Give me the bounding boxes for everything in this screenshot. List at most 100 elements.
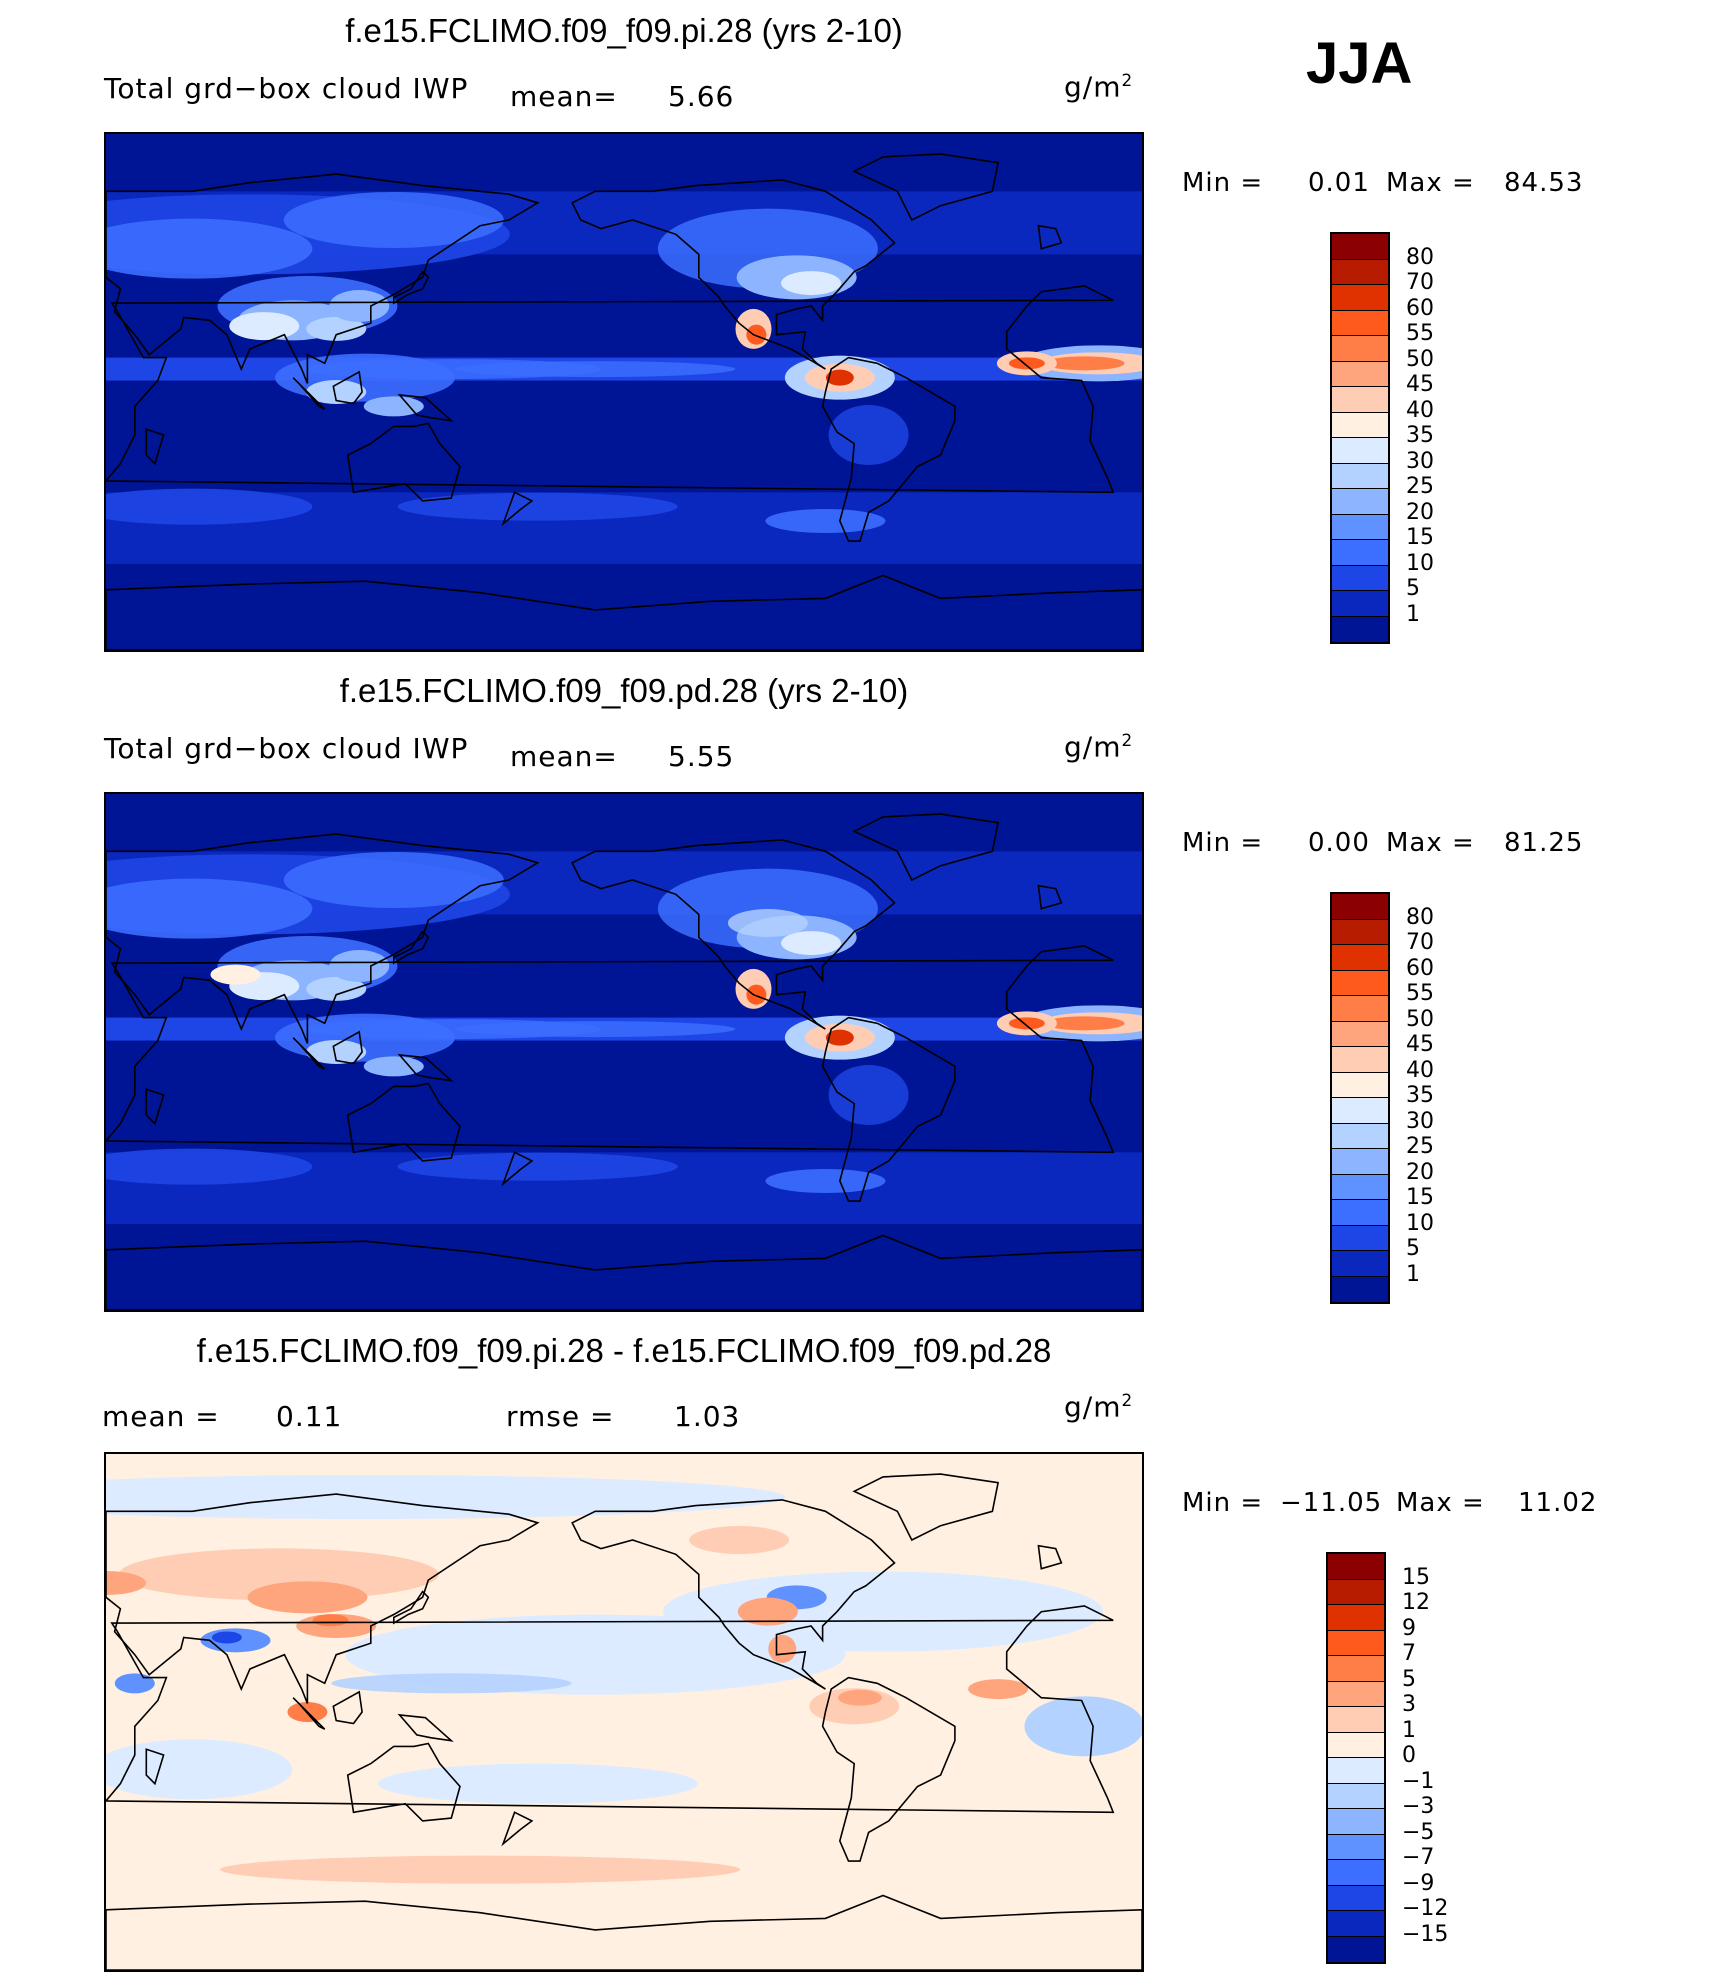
coastline — [501, 491, 534, 527]
colorbar-segment — [1332, 1200, 1388, 1226]
panel1-title: f.e15.FCLIMO.f09_f09.pi.28 (yrs 2-10) — [345, 12, 903, 49]
colorbar-segment — [1332, 234, 1388, 260]
colorbar-segment — [1332, 1021, 1388, 1047]
panel3-mean-value: 0.11 — [276, 1400, 343, 1433]
coastline — [571, 179, 896, 370]
panel2-variable: Total grd−box cloud IWP — [104, 732, 469, 765]
colorbar-tick-label: −3 — [1402, 1794, 1435, 1819]
field-contour — [397, 492, 678, 521]
colorbar-tick-label: 55 — [1406, 981, 1434, 1006]
coastline — [292, 1697, 326, 1730]
colorbar-segment — [1332, 285, 1388, 311]
panel1-map — [104, 132, 1144, 652]
field-contour — [363, 396, 424, 417]
field-contour — [377, 1763, 698, 1804]
field-contour — [106, 1571, 146, 1595]
colorbar-tick-label: 45 — [1406, 1032, 1434, 1057]
colorbar-segment — [1328, 1707, 1384, 1733]
colorbar-segment — [1332, 1047, 1388, 1073]
colorbar-segment — [1332, 259, 1388, 285]
panel2-max-value: 81.25 — [1504, 828, 1584, 858]
colorbar-segment — [1328, 1860, 1384, 1886]
panel2-units: g/m2 — [1064, 730, 1134, 764]
colorbar-tick-label: 1 — [1406, 601, 1420, 627]
field-band — [106, 1229, 1142, 1253]
field-contour — [106, 878, 313, 939]
field-band — [106, 569, 1142, 593]
field-contour — [825, 369, 854, 386]
panel1-max-value: 84.53 — [1504, 168, 1584, 198]
coastline — [332, 370, 363, 405]
colorbar-segment — [1332, 361, 1388, 387]
field-contour — [765, 509, 886, 533]
colorbar-tick-label: 40 — [1406, 397, 1434, 423]
colorbar-tick-label: 35 — [1406, 1083, 1434, 1108]
colorbar-tick-label: 50 — [1406, 1006, 1434, 1032]
field-contour — [329, 950, 390, 982]
colorbar-segment — [1332, 336, 1388, 362]
colorbar-tick-label: 15 — [1402, 1564, 1430, 1590]
colorbar-segment — [1328, 1732, 1384, 1758]
coastline — [106, 1894, 1142, 1970]
panel2-min-value: 0.00 — [1308, 828, 1370, 858]
colorbar-segment — [1332, 945, 1388, 971]
coastline — [106, 285, 1115, 494]
colorbar-segment — [1332, 894, 1388, 920]
coastline — [145, 428, 165, 466]
colorbar-segment — [1328, 1911, 1384, 1937]
colorbar-segment — [1328, 1936, 1384, 1962]
colorbar-tick-label: 60 — [1406, 955, 1434, 981]
field-contour — [118, 1548, 439, 1601]
field-contour — [397, 1152, 678, 1181]
panel3-colorbar — [1326, 1552, 1386, 1964]
field-contour — [1008, 357, 1045, 370]
field-contour — [1008, 1017, 1045, 1030]
field-contour — [106, 218, 313, 279]
panel1-variable: Total grd−box cloud IWP — [104, 72, 469, 105]
colorbar-segment — [1328, 1579, 1384, 1605]
coastline — [292, 1037, 326, 1070]
colorbar-segment — [1332, 1098, 1388, 1124]
colorbar-segment — [1328, 1630, 1384, 1656]
colorbar-tick-label: −1 — [1402, 1768, 1435, 1794]
colorbar-segment — [1332, 1123, 1388, 1149]
colorbar-segment — [1332, 1251, 1388, 1277]
field-contour — [837, 1689, 882, 1706]
field-contour — [220, 1855, 741, 1884]
colorbar-segment — [1328, 1834, 1384, 1860]
coastline — [821, 356, 956, 542]
colorbar-tick-label: −12 — [1402, 1896, 1449, 1921]
coastline — [106, 173, 540, 384]
colorbar-segment — [1332, 438, 1388, 464]
panel3-rmse-label: rmse = — [506, 1400, 615, 1433]
colorbar-tick-label: 7 — [1402, 1641, 1416, 1666]
coastline — [852, 1473, 1000, 1542]
field-contour — [106, 1148, 313, 1185]
colorbar-segment — [1332, 1149, 1388, 1175]
colorbar-segment — [1332, 489, 1388, 515]
field-contour — [1044, 1016, 1125, 1031]
panel3-min-value: −11.05 — [1280, 1488, 1383, 1518]
field-contour — [114, 1673, 155, 1694]
colorbar-segment — [1332, 996, 1388, 1022]
field-contour — [746, 324, 767, 345]
coastline — [393, 270, 430, 305]
colorbar-segment — [1328, 1885, 1384, 1911]
colorbar-tick-label: 35 — [1406, 423, 1434, 448]
colorbar-tick-label: 1 — [1406, 1261, 1420, 1287]
panel1-min-label: Min = — [1182, 168, 1264, 198]
colorbar-segment — [1332, 540, 1388, 566]
coastline — [397, 393, 454, 422]
field-contour — [828, 405, 909, 465]
colorbar-segment — [1332, 1276, 1388, 1302]
coastline — [106, 1493, 540, 1704]
coastline — [145, 1748, 165, 1786]
colorbar-tick-label: 5 — [1406, 1236, 1420, 1261]
field-contour — [211, 1631, 242, 1644]
field-contour — [746, 984, 767, 1005]
colorbar-segment — [1328, 1656, 1384, 1682]
colorbar-tick-label: 12 — [1402, 1590, 1430, 1615]
coastline — [501, 1151, 534, 1187]
panel2-mean-label: mean= — [510, 740, 618, 773]
colorbar-tick-label: 20 — [1406, 499, 1434, 525]
